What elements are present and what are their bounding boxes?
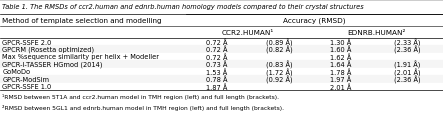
Bar xyxy=(0,53,443,61)
Text: (0.82 Å): (0.82 Å) xyxy=(266,46,292,54)
Text: (2.36 Å): (2.36 Å) xyxy=(394,46,421,54)
Bar xyxy=(0,38,443,46)
Text: (1.91 Å): (1.91 Å) xyxy=(394,60,421,68)
Text: Accuracy (RMSD): Accuracy (RMSD) xyxy=(283,18,346,24)
Bar xyxy=(0,68,443,76)
Text: 0.72 Å: 0.72 Å xyxy=(206,46,228,53)
Text: Method of template selection and modelling: Method of template selection and modelli… xyxy=(2,18,162,24)
Bar xyxy=(0,76,443,83)
Text: GPCR-SSFE 1.0: GPCR-SSFE 1.0 xyxy=(2,84,51,90)
Text: (1.72 Å): (1.72 Å) xyxy=(266,68,292,76)
Text: 1.87 Å: 1.87 Å xyxy=(206,83,228,90)
Text: 0.73 Å: 0.73 Å xyxy=(206,61,228,68)
Text: 0.72 Å: 0.72 Å xyxy=(206,39,228,45)
Text: (2.33 Å): (2.33 Å) xyxy=(394,38,421,46)
Text: 1.53 Å: 1.53 Å xyxy=(206,68,228,75)
Bar xyxy=(0,61,443,68)
Bar xyxy=(0,83,443,90)
Text: 2.01 Å: 2.01 Å xyxy=(330,83,352,90)
Text: 1.64 Å: 1.64 Å xyxy=(330,61,352,68)
Text: 1.97 Å: 1.97 Å xyxy=(330,76,352,83)
Text: (0.89 Å): (0.89 Å) xyxy=(266,38,292,46)
Text: (0.92 Å): (0.92 Å) xyxy=(266,75,292,83)
Text: GoMoDo: GoMoDo xyxy=(2,69,30,75)
Text: 1.78 Å: 1.78 Å xyxy=(330,68,352,75)
Text: Max %sequence similarity per helix + Modeller: Max %sequence similarity per helix + Mod… xyxy=(2,54,159,60)
Text: 1.62 Å: 1.62 Å xyxy=(330,54,352,60)
Text: EDNRB.HUMAN²: EDNRB.HUMAN² xyxy=(347,30,406,36)
Text: GPCR-SSFE 2.0: GPCR-SSFE 2.0 xyxy=(2,39,51,45)
Text: ²RMSD between 5GL1 and ednrb.human model in TMH region (left) and full length (b: ²RMSD between 5GL1 and ednrb.human model… xyxy=(2,104,284,110)
Text: Table 1. The RMSDs of ccr2.human and ednrb.human homology models compared to the: Table 1. The RMSDs of ccr2.human and edn… xyxy=(2,4,364,10)
Text: CCR2.HUMAN¹: CCR2.HUMAN¹ xyxy=(222,30,274,36)
Bar xyxy=(0,46,443,53)
Text: GPCR-ModSim: GPCR-ModSim xyxy=(2,76,49,82)
Text: (2.36 Å): (2.36 Å) xyxy=(394,75,421,83)
Text: ¹RMSD between 5T1A and ccr2.human model in TMH region (left) and full length (br: ¹RMSD between 5T1A and ccr2.human model … xyxy=(2,93,279,99)
Text: 1.30 Å: 1.30 Å xyxy=(330,39,352,45)
Text: (0.83 Å): (0.83 Å) xyxy=(266,60,292,68)
Text: 0.78 Å: 0.78 Å xyxy=(206,76,228,83)
Text: 1.60 Å: 1.60 Å xyxy=(330,46,352,53)
Text: GPCR-I-TASSER HGmod (2014): GPCR-I-TASSER HGmod (2014) xyxy=(2,61,103,68)
Text: GPCRM (Rosetta optimized): GPCRM (Rosetta optimized) xyxy=(2,46,94,53)
Text: 0.72 Å: 0.72 Å xyxy=(206,54,228,60)
Text: (2.01 Å): (2.01 Å) xyxy=(394,68,421,76)
